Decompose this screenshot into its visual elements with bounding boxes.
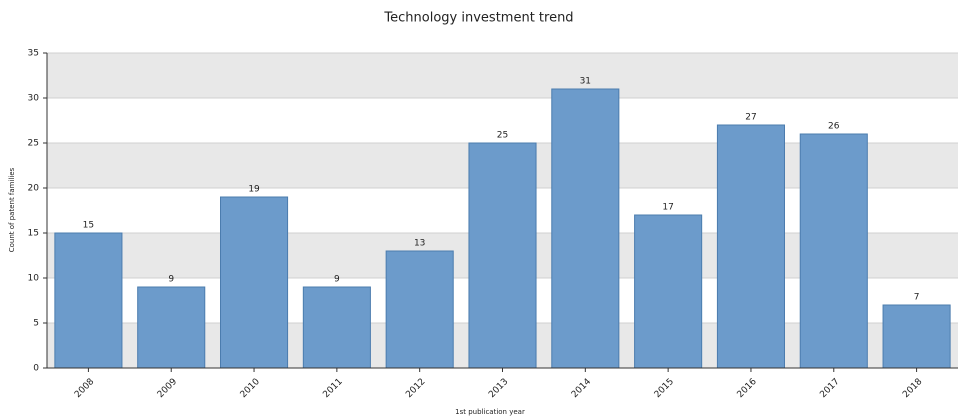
bar <box>137 286 206 369</box>
x-tick-label: 2012 <box>404 377 427 400</box>
x-tick-label: 2014 <box>570 377 593 400</box>
data-label: 9 <box>334 275 340 285</box>
bar <box>882 304 951 369</box>
bar <box>551 88 620 369</box>
x-tick-label: 2009 <box>156 377 179 400</box>
y-tick-label: 25 <box>28 139 39 149</box>
x-tick-label: 2018 <box>901 377 924 400</box>
y-tick-label: 35 <box>28 49 39 59</box>
bar <box>634 214 703 369</box>
bar <box>716 124 785 369</box>
bar <box>220 196 289 369</box>
y-tick-label: 30 <box>28 94 40 104</box>
chart-title: Technology investment trend <box>383 11 573 26</box>
y-axis-title: Count of patent families <box>8 167 16 252</box>
data-label: 9 <box>168 275 174 285</box>
y-tick-label: 15 <box>28 229 39 239</box>
data-label: 15 <box>83 221 94 231</box>
grid-band <box>47 53 958 98</box>
y-tick-label: 20 <box>28 184 40 194</box>
y-tick-label: 0 <box>33 364 39 374</box>
bar <box>468 142 537 369</box>
data-label: 31 <box>580 77 591 87</box>
data-label: 26 <box>828 122 840 132</box>
x-tick-label: 2016 <box>736 377 759 400</box>
data-label: 25 <box>497 131 508 141</box>
data-label: 27 <box>745 113 756 123</box>
bar <box>302 286 371 369</box>
x-tick-label: 2015 <box>653 377 676 400</box>
data-label: 13 <box>414 239 425 249</box>
y-tick-label: 10 <box>28 274 40 284</box>
data-label: 7 <box>914 293 920 303</box>
y-tick-label: 5 <box>33 319 39 329</box>
bar <box>54 232 123 369</box>
data-label: 19 <box>248 185 260 195</box>
x-tick-label: 2013 <box>487 377 510 400</box>
bar <box>799 133 868 369</box>
x-tick-label: 2011 <box>321 377 344 400</box>
x-axis-title: 1st publication year <box>455 408 525 416</box>
bar <box>385 250 454 369</box>
x-tick-label: 2017 <box>818 377 841 400</box>
x-tick-label: 2010 <box>239 377 262 400</box>
data-label: 17 <box>662 203 673 213</box>
x-tick-label: 2008 <box>73 377 96 400</box>
